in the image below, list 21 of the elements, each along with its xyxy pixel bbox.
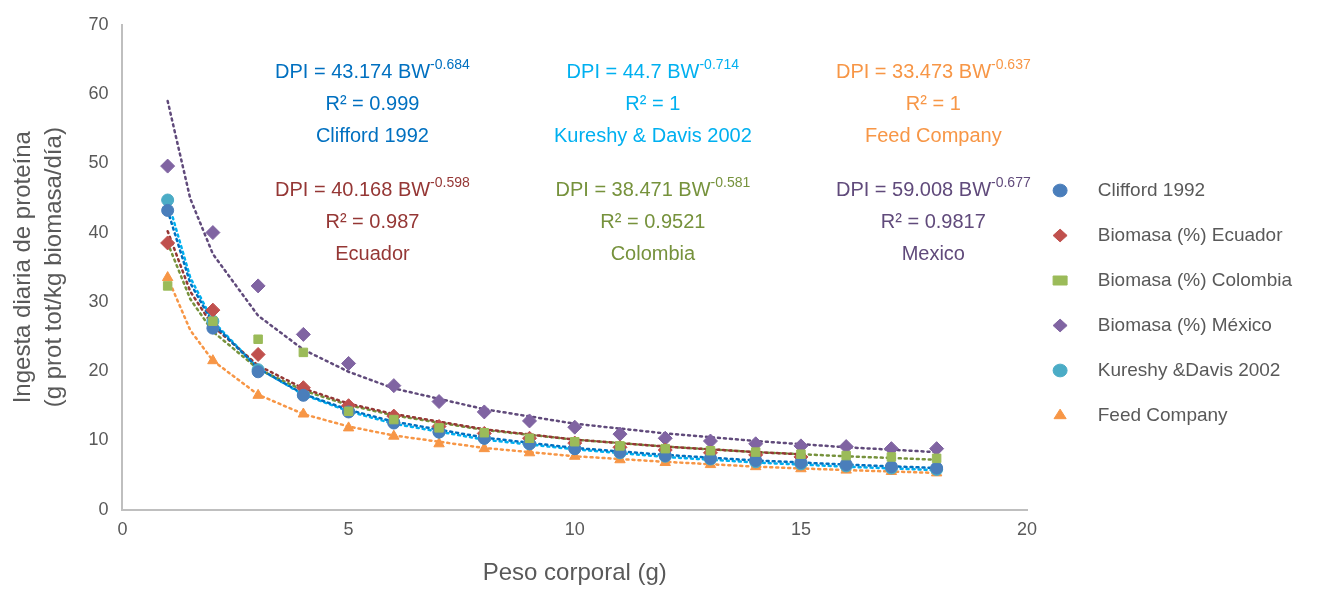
x-tick-label: 0 [117,519,128,540]
legend-label: Biomasa (%) Ecuador [1076,223,1284,245]
y-axis-title: Ingesta diaria de proteína (g prot tot/kg biomasa/día) [8,127,67,408]
legend-label: Clifford 1992 [1076,178,1206,200]
x-tick-label: 10 [564,519,585,540]
y-tick-label: 60 [88,83,109,104]
x-axis-title: Peso corporal (g) [482,558,667,586]
x-tick-label: 5 [343,519,354,540]
y-tick-label: 50 [88,152,109,173]
y-tick-label: 10 [88,429,109,450]
legend-label: Feed Company [1076,403,1229,425]
legend-label: Kureshy &Davis 2002 [1076,358,1281,380]
y-tick-label: 20 [88,360,109,381]
x-tick-label: 20 [1017,519,1038,540]
legend-label: Biomasa (%) México [1076,313,1272,335]
x-tick-label: 15 [790,519,811,540]
y-tick-label: 0 [98,498,109,519]
y-tick-label: 40 [88,221,109,242]
legend-label: Biomasa (%) Colombia [1076,268,1293,290]
y-tick-label: 30 [88,290,109,311]
y-tick-label: 70 [88,13,109,34]
